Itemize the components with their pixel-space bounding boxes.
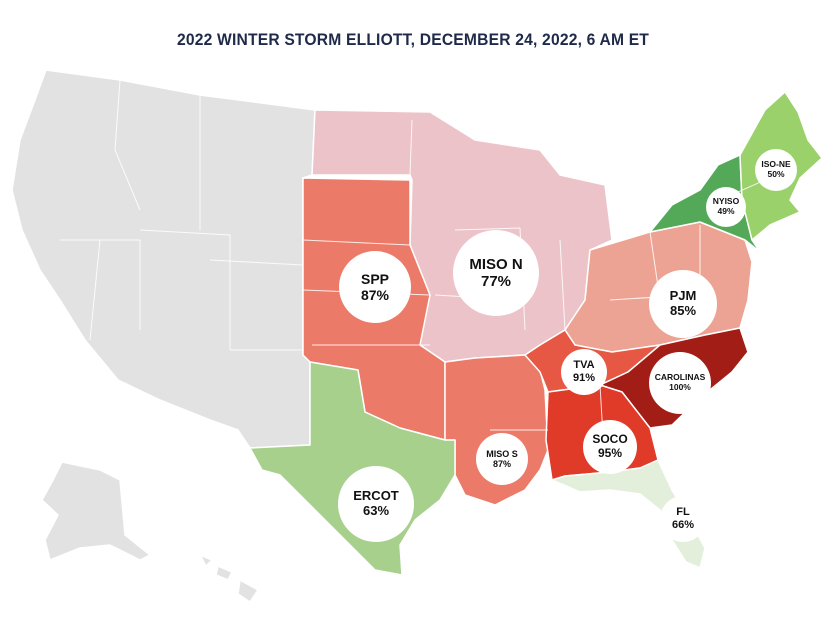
pjm-value: 85% [669, 303, 697, 318]
ercot-badge: ERCOT 63% [338, 466, 414, 542]
miso-s-badge: MISO S 87% [476, 433, 528, 485]
spp-value: 87% [360, 287, 390, 303]
miso-n-value: 77% [480, 273, 512, 290]
hawaii-region [199, 554, 259, 603]
miso-s-label: MISO S [486, 448, 518, 459]
western-states-region [11, 69, 316, 449]
fl-label: FL [676, 506, 690, 519]
pjm-badge: PJM 85% [649, 270, 717, 338]
tva-badge: TVA 91% [561, 349, 607, 395]
tva-value: 91% [572, 372, 596, 384]
fl-value: 66% [671, 519, 695, 531]
iso-ne-value: 50% [767, 169, 785, 179]
miso-n-badge: MISO N 77% [453, 230, 539, 316]
fl-region [551, 459, 706, 569]
spp-badge: SPP 87% [339, 251, 411, 323]
ercot-label: ERCOT [353, 488, 399, 504]
soco-badge: SOCO 95% [583, 420, 637, 474]
tva-label: TVA [573, 359, 595, 372]
carolinas-badge: CAROLINAS 100% [649, 352, 711, 414]
pjm-label: PJM [669, 288, 697, 304]
spp-label: SPP [360, 270, 389, 287]
nyiso-label: NYISO [712, 196, 740, 207]
nyiso-badge: NYISO 49% [706, 187, 746, 227]
ercot-value: 63% [362, 503, 390, 518]
nyiso-value: 49% [717, 206, 735, 216]
carolinas-label: CAROLINAS [654, 372, 706, 383]
iso-ne-label: ISO-NE [761, 159, 791, 170]
soco-value: 95% [597, 446, 623, 460]
miso-n-label: MISO N [469, 255, 523, 273]
fl-badge: FL 66% [660, 496, 706, 542]
alaska-region [41, 461, 151, 561]
carolinas-value: 100% [669, 382, 691, 392]
miso-s-value: 87% [492, 459, 511, 469]
iso-ne-badge: ISO-NE 50% [755, 149, 797, 191]
map-title: 2022 WINTER STORM ELLIOTT, DECEMBER 24, … [176, 30, 650, 49]
soco-label: SOCO [592, 432, 628, 447]
